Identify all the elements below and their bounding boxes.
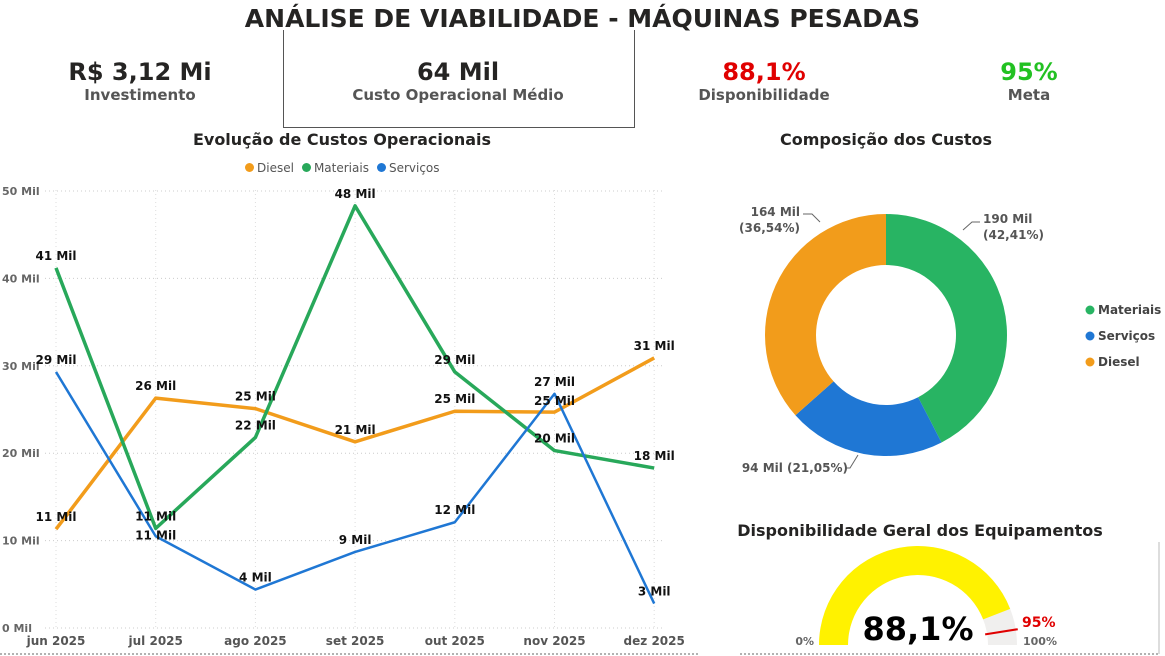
y-tick-label: 20 Mil bbox=[2, 447, 40, 460]
y-tick-label: 30 Mil bbox=[2, 360, 40, 373]
legend-dot bbox=[1085, 357, 1095, 367]
y-tick-label: 0 Mil bbox=[2, 622, 32, 635]
donut-chart: 190 Mil (42,41%) 164 Mil (36,54%) 94 Mil (21… bbox=[739, 205, 1161, 475]
slice-label: (36,54%) bbox=[739, 221, 800, 235]
data-label: 25 Mil bbox=[434, 392, 475, 406]
leader-line bbox=[803, 213, 821, 223]
x-tick-label: set 2025 bbox=[326, 634, 385, 648]
data-label: 48 Mil bbox=[335, 187, 376, 201]
data-label: 29 Mil bbox=[434, 353, 475, 367]
x-tick-label: jul 2025 bbox=[128, 634, 183, 648]
slice-label: 164 Mil bbox=[751, 205, 800, 219]
line-chart-legend: Diesel Materiais Serviços bbox=[245, 161, 440, 175]
slice-label: 190 Mil bbox=[983, 212, 1032, 226]
data-label: 41 Mil bbox=[35, 249, 76, 263]
legend-label-diesel: Diesel bbox=[1098, 355, 1140, 369]
kpi-value: 88,1% bbox=[722, 58, 806, 86]
gauge-title: Disponibilidade Geral dos Equipamentos bbox=[737, 521, 1103, 540]
y-tick-label: 10 Mil bbox=[2, 535, 40, 548]
data-label: 27 Mil bbox=[534, 375, 575, 389]
gauge-max-label: 100% bbox=[1023, 635, 1057, 648]
data-label: 18 Mil bbox=[634, 449, 675, 463]
x-tick-label: nov 2025 bbox=[523, 634, 585, 648]
data-label: 11 Mil bbox=[135, 528, 176, 542]
gauge-value: 88,1% bbox=[862, 610, 973, 648]
x-tick-label: out 2025 bbox=[425, 634, 485, 648]
data-label: 12 Mil bbox=[434, 503, 475, 517]
line-chart-title: Evolução de Custos Operacionais bbox=[192, 130, 492, 149]
data-label: 11 Mil bbox=[135, 509, 176, 523]
slice-label: 94 Mil (21,05%) bbox=[742, 461, 848, 475]
line-chart: 0 Mil 10 Mil 20 Mil 30 Mil 40 Mil 50 Mil jun 2… bbox=[0, 185, 700, 655]
series-line-materiais bbox=[54, 204, 655, 531]
data-label: 21 Mil bbox=[335, 423, 376, 437]
donut-slice-diesel bbox=[765, 214, 886, 416]
kpi-label: Disponibilidade bbox=[698, 86, 830, 104]
legend-item-diesel[interactable]: Diesel bbox=[245, 161, 294, 175]
series-line-diesel bbox=[54, 356, 656, 531]
kpi-card-border bbox=[283, 30, 635, 128]
leader-line bbox=[846, 454, 859, 469]
data-label: 31 Mil bbox=[634, 339, 675, 353]
gauge-chart: 88,1% 0% 100% 95% bbox=[740, 542, 1160, 655]
donut-slice-serviços bbox=[795, 381, 942, 456]
data-label: 20 Mil bbox=[534, 432, 575, 446]
kpi-custo-medio: 64 Mil Custo Operacional Médio bbox=[333, 58, 583, 104]
kpi-label: Investimento bbox=[84, 86, 196, 104]
gauge-min-label: 0% bbox=[795, 635, 814, 648]
legend-label-serviços: Serviços bbox=[1098, 329, 1155, 343]
y-tick-label: 50 Mil bbox=[2, 185, 40, 198]
kpi-value: 64 Mil bbox=[416, 58, 500, 86]
legend-dot bbox=[1085, 305, 1095, 315]
donut-chart-title: Composição dos Custos bbox=[779, 130, 993, 149]
data-label: 25 Mil bbox=[534, 394, 575, 408]
legend-item-materiais[interactable]: Materiais bbox=[301, 161, 369, 175]
kpi-disponibilidade: 88,1% Disponibilidade bbox=[639, 58, 889, 104]
gauge-fill bbox=[819, 546, 1011, 645]
gauge-target-label: 95% bbox=[1022, 615, 1056, 631]
slice-label: (42,41%) bbox=[983, 228, 1044, 242]
kpi-label: Meta bbox=[1007, 86, 1051, 104]
data-label: 29 Mil bbox=[35, 353, 76, 367]
kpi-meta: 95% Meta bbox=[904, 58, 1154, 104]
legend-item-servicos[interactable]: Serviços bbox=[376, 161, 440, 175]
gauge-target-marker bbox=[985, 628, 1018, 636]
donut-slice-materiais bbox=[886, 214, 1007, 443]
leader-line bbox=[962, 221, 980, 231]
data-label: 26 Mil bbox=[135, 379, 176, 393]
kpi-label: Custo Operacional Médio bbox=[352, 86, 564, 104]
page-title: ANÁLISE DE VIABILIDADE - MÁQUINAS PESADA… bbox=[244, 4, 921, 33]
y-tick-label: 40 Mil bbox=[2, 272, 40, 285]
legend-label-materiais: Materiais bbox=[1098, 303, 1161, 317]
kpi-value: 95% bbox=[1000, 58, 1058, 86]
x-tick-label: jun 2025 bbox=[26, 634, 86, 648]
data-label: 3 Mil bbox=[638, 585, 671, 599]
data-label: 11 Mil bbox=[35, 510, 76, 524]
series-line-serviços bbox=[54, 371, 656, 605]
kpi-value: R$ 3,12 Mi bbox=[68, 58, 212, 86]
legend-dot bbox=[1085, 331, 1095, 341]
data-label: 25 Mil bbox=[235, 390, 276, 404]
data-label: 22 Mil bbox=[235, 418, 276, 432]
x-tick-label: ago 2025 bbox=[224, 634, 287, 648]
data-label: 9 Mil bbox=[339, 533, 372, 547]
x-tick-label: dez 2025 bbox=[624, 634, 685, 648]
kpi-investimento: R$ 3,12 Mi Investimento bbox=[15, 58, 265, 104]
data-label: 4 Mil bbox=[239, 571, 272, 585]
